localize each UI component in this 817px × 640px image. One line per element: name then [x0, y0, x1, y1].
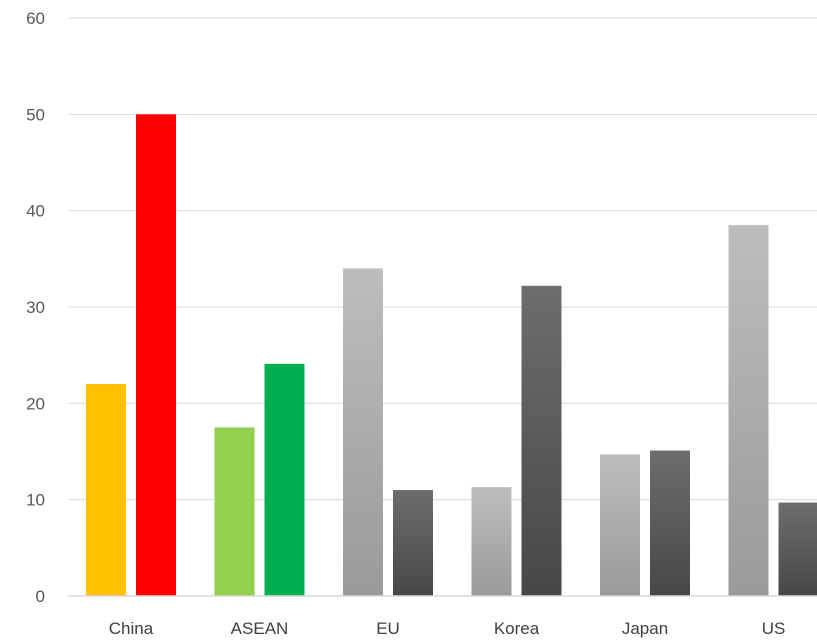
x-tick-label: Japan	[622, 619, 668, 638]
bar-china-1	[86, 384, 126, 596]
bar-asean-1	[214, 427, 255, 596]
x-tick-label: Korea	[494, 619, 540, 638]
y-tick-label: 40	[26, 202, 45, 221]
bar-japan-2	[650, 450, 690, 596]
x-axis: China ASEAN EU Korea Japan US	[109, 619, 786, 638]
x-tick-label: US	[762, 619, 786, 638]
y-tick-label: 60	[26, 9, 45, 28]
x-tick-label: ASEAN	[231, 619, 289, 638]
y-tick-label: 50	[26, 105, 45, 124]
bar-korea-2	[521, 285, 562, 596]
y-axis: 0 10 20 30 40 50 60	[26, 9, 45, 606]
bar-us-1	[728, 225, 769, 596]
gridlines	[68, 17, 817, 501]
bar-eu-1	[343, 268, 383, 596]
x-tick-label: China	[109, 619, 154, 638]
bar-china-2	[136, 114, 176, 596]
y-tick-label: 0	[36, 587, 45, 606]
bar-japan-1	[600, 454, 640, 596]
bar-korea-1	[471, 487, 512, 596]
bars	[86, 114, 817, 596]
x-tick-label: EU	[376, 619, 400, 638]
y-tick-label: 10	[26, 491, 45, 510]
bar-eu-2	[393, 490, 433, 596]
bar-us-2	[778, 502, 817, 596]
bar-asean-2	[264, 363, 305, 596]
y-tick-label: 30	[26, 298, 45, 317]
y-tick-label: 20	[26, 394, 45, 413]
